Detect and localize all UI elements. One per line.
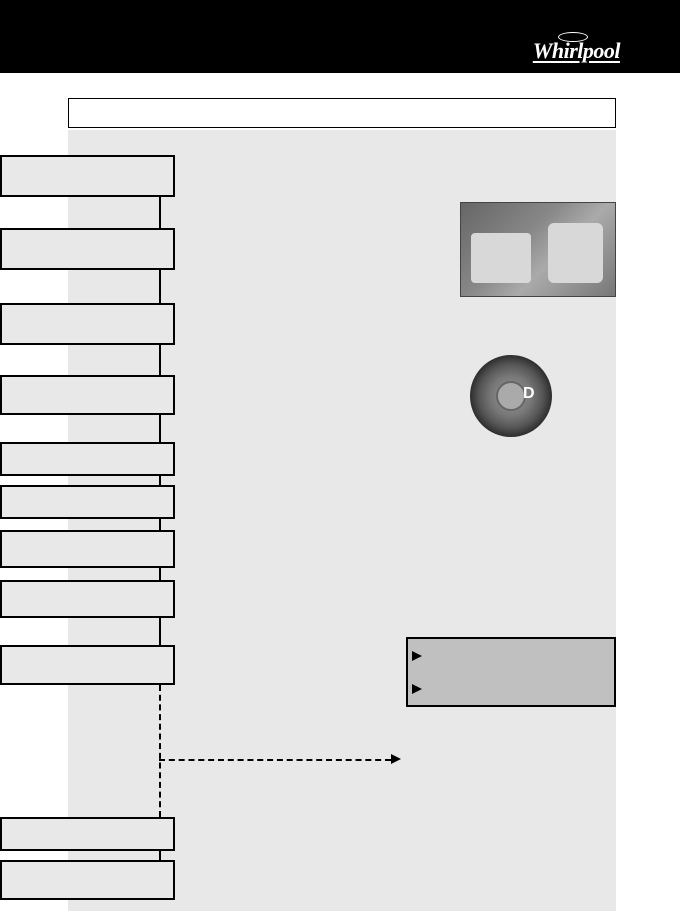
flow-step-10: [0, 817, 175, 851]
flow-step-3: [0, 303, 175, 345]
arrow-right-icon: [391, 754, 401, 764]
connector: [159, 851, 161, 860]
dispenser-photo: [460, 202, 616, 297]
connector: [159, 568, 161, 580]
title-banner: [68, 98, 616, 128]
bullet-arrow-icon: [412, 684, 422, 694]
dashed-connector-horizontal: [159, 759, 391, 761]
flow-step-1: [0, 155, 175, 197]
connector: [159, 519, 161, 530]
title-region: [68, 98, 616, 128]
branch-row: [408, 672, 614, 705]
cap-photo-inner: [496, 381, 526, 411]
flow-step-4: [0, 375, 175, 415]
brand-logo: Whirlpool: [533, 38, 620, 64]
flow-step-2: [0, 228, 175, 270]
flow-step-5: [0, 442, 175, 476]
flow-step-9: [0, 645, 175, 685]
branch-result-box: [406, 637, 616, 707]
bullet-arrow-icon: [412, 651, 422, 661]
flow-step-8: [0, 580, 175, 618]
flow-step-7: [0, 530, 175, 568]
connector: [159, 345, 161, 375]
connector: [159, 415, 161, 442]
branch-row: [408, 639, 614, 672]
flow-step-6: [0, 485, 175, 519]
cap-photo-label: D: [523, 385, 535, 403]
flow-step-11: [0, 860, 175, 900]
cap-photo: D: [470, 355, 552, 437]
header-bar: Whirlpool: [0, 0, 680, 73]
connector: [159, 197, 161, 228]
dashed-connector-vertical: [159, 685, 161, 817]
connector: [159, 618, 161, 645]
connector: [159, 476, 161, 485]
connector: [159, 270, 161, 303]
